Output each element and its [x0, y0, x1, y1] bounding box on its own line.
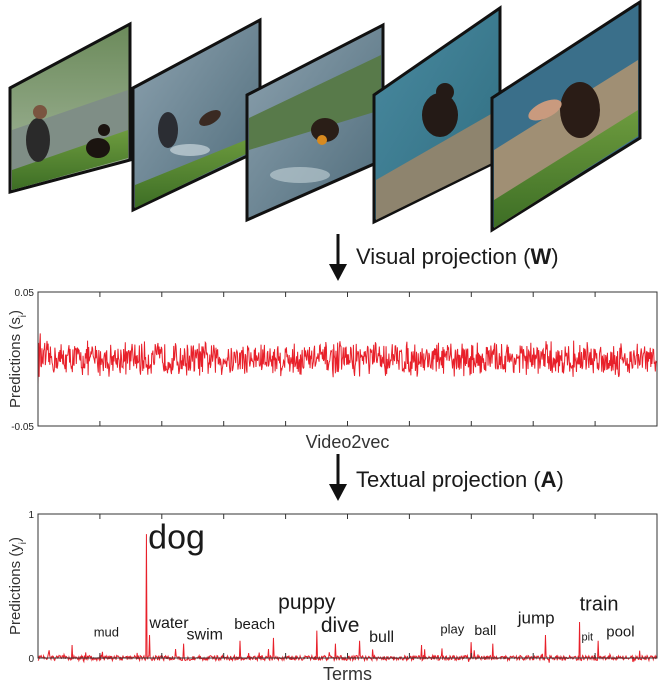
term-label: pool	[606, 623, 634, 640]
term-label: mud	[94, 624, 119, 639]
down-arrow-icon	[329, 234, 347, 281]
video-frames	[8, 0, 642, 233]
video2vec-series-line	[37, 333, 658, 385]
term-label: dog	[148, 519, 205, 557]
term-label: beach	[234, 616, 275, 633]
terms-series-line	[37, 534, 658, 664]
term-label: water	[148, 615, 189, 632]
frame-4	[372, 5, 502, 225]
term-label: puppy	[278, 591, 336, 614]
frame-1	[8, 21, 132, 194]
x-axis-label: Terms	[323, 664, 372, 684]
term-label: pit	[581, 632, 593, 644]
term-label: ball	[474, 622, 496, 638]
y-tick-label: 0	[28, 654, 34, 665]
visual-projection-label: Visual projection (W)	[356, 244, 559, 269]
video2vec-chart: 0.05 -0.05 Predictions (si) Video2vec	[7, 288, 658, 452]
down-arrow-icon	[329, 454, 347, 501]
term-label: bull	[369, 629, 394, 646]
frame-5	[490, 0, 642, 233]
x-axis-label: Video2vec	[306, 432, 390, 452]
textual-projection-label: Textual projection (A)	[356, 467, 564, 492]
term-label: dive	[321, 614, 360, 637]
term-label: train	[580, 593, 619, 615]
y-tick-label: 0.05	[15, 288, 35, 299]
frame-3	[245, 22, 385, 223]
terms-chart: 1 0 Predictions (yi) Terms dog mud waterswimbe…	[7, 510, 658, 684]
y-tick-label: -0.05	[11, 422, 34, 433]
y-axis-label: Predictions (si)	[7, 310, 29, 408]
term-label: swim	[187, 626, 223, 643]
y-tick-label: 1	[28, 510, 34, 521]
term-label: jump	[517, 608, 555, 627]
frame-2	[131, 17, 262, 213]
y-axis-label: Predictions (yi)	[7, 537, 29, 635]
term-label: play	[440, 622, 464, 637]
